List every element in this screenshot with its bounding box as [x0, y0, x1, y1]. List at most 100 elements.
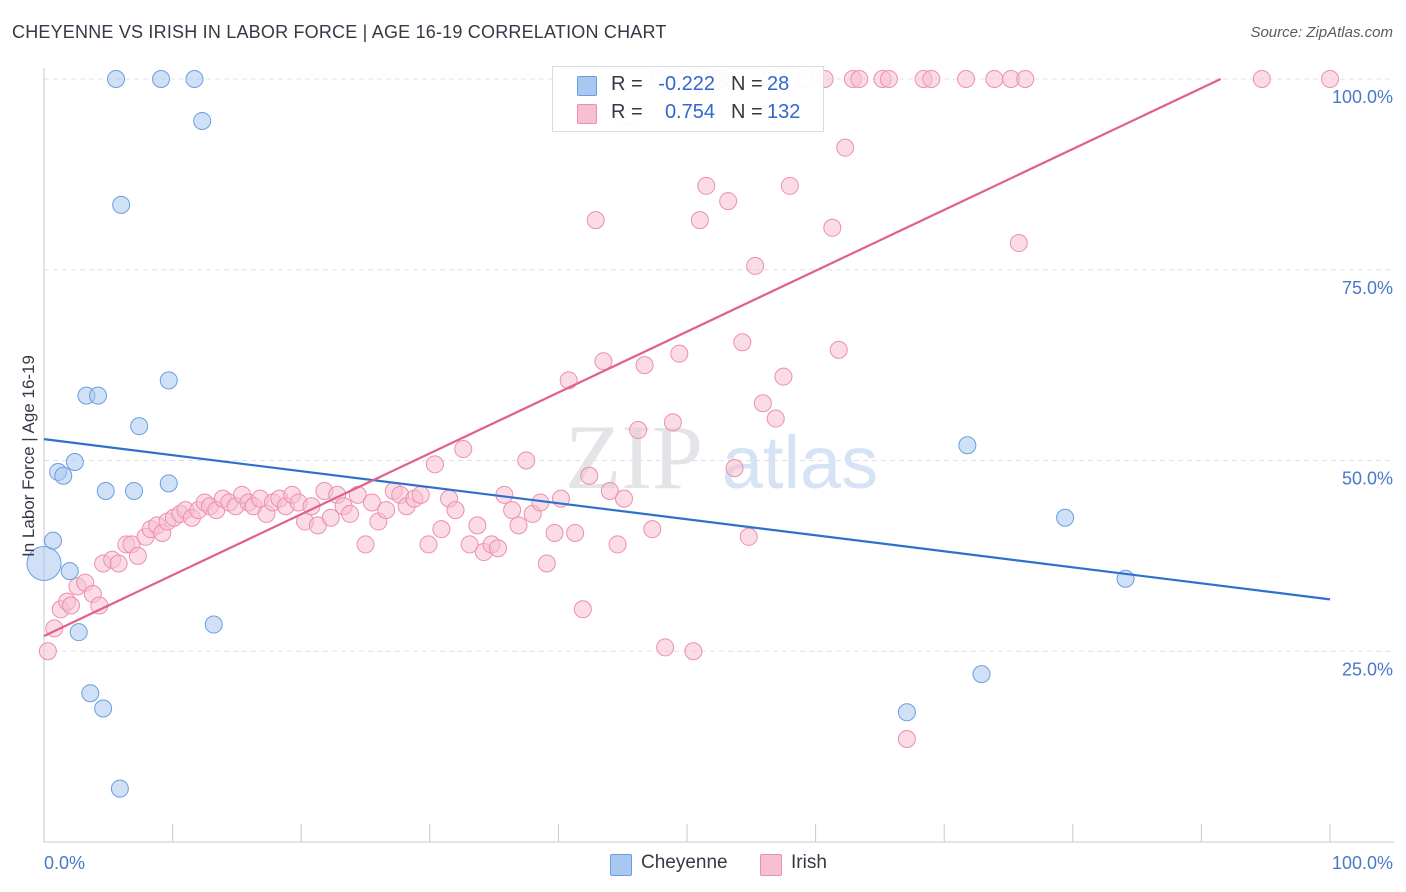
irish-point	[766, 409, 785, 428]
irish-point	[823, 218, 842, 237]
y-tick-label: 100.0%	[1332, 87, 1393, 107]
cheyenne-point	[107, 70, 126, 88]
cheyenne-point	[130, 417, 149, 436]
irish-point	[38, 642, 57, 661]
irish-point	[425, 455, 444, 474]
irish-point	[697, 176, 716, 195]
y-axis-title: In Labor Force | Age 16-19	[19, 355, 38, 557]
cheyenne-point	[152, 70, 171, 88]
irish-point	[594, 352, 613, 371]
irish-point	[780, 176, 799, 195]
legend-n-label: N =	[731, 101, 763, 123]
legend-row-cheyenne: R = -0.222 N = 28	[553, 72, 823, 100]
source-label: Source: ZipAtlas.com	[1250, 24, 1393, 41]
legend-row-irish: R = 0.754 N = 132	[553, 100, 823, 128]
y-tick-label: 75.0%	[1342, 278, 1393, 298]
x-tick-label-max: 100.0%	[1332, 853, 1393, 873]
irish-point	[614, 489, 633, 508]
cheyenne-point	[96, 482, 115, 501]
irish-point	[356, 535, 375, 554]
irish-point	[719, 192, 738, 211]
irish-point	[1321, 70, 1339, 88]
irish-point	[739, 527, 758, 546]
legend-r-label: R =	[611, 73, 643, 95]
irish-point	[600, 482, 619, 501]
irish-point	[128, 546, 147, 565]
legend-n-label: N =	[731, 73, 763, 95]
cheyenne-point	[159, 474, 178, 493]
irish-point	[1252, 70, 1271, 88]
legend-r-label: R =	[611, 101, 643, 123]
irish-point	[537, 554, 556, 573]
irish-point	[580, 466, 599, 485]
axes	[43, 68, 1394, 843]
irish-point	[559, 371, 578, 390]
irish-point	[635, 356, 654, 375]
irish-point	[829, 340, 848, 359]
legend-n-value: 132	[767, 101, 801, 123]
irish-point	[432, 520, 451, 539]
x-tick-label-min: 0.0%	[44, 853, 85, 873]
legend-r-value: -0.222	[658, 73, 715, 95]
irish-point	[643, 520, 662, 539]
irish-point	[1016, 70, 1035, 88]
irish-point	[566, 523, 585, 542]
irish-point	[446, 501, 465, 520]
cheyenne-point	[125, 482, 144, 501]
irish-point	[690, 211, 709, 230]
irish-point	[109, 554, 128, 573]
cheyenne-point	[81, 684, 100, 703]
cheyenne-point	[54, 466, 73, 485]
irish-point	[509, 516, 528, 535]
irish-legend-icon	[760, 854, 782, 876]
y-tick-labels: 25.0% 50.0% 75.0% 100.0%	[1332, 87, 1393, 679]
irish-point	[725, 459, 744, 478]
cheyenne-point	[159, 371, 178, 390]
irish-point	[488, 539, 507, 558]
irish-point	[608, 535, 627, 554]
irish-points	[38, 70, 1339, 748]
irish-point	[517, 451, 536, 470]
legend-r-value: 0.754	[664, 101, 715, 123]
cheyenne-point	[26, 546, 62, 582]
irish-point	[957, 70, 976, 88]
trend-lines	[43, 78, 1331, 637]
y-tick-label: 50.0%	[1342, 469, 1393, 489]
grid	[44, 78, 1394, 652]
irish-point	[362, 493, 381, 512]
irish-point	[897, 729, 916, 748]
irish-point	[629, 420, 648, 439]
irish-point	[573, 600, 592, 619]
cheyenne-point	[204, 615, 223, 634]
cheyenne-point	[112, 195, 131, 214]
cheyenne-point	[69, 623, 88, 642]
irish-point	[454, 440, 473, 459]
irish-point	[985, 70, 1004, 88]
irish-point	[545, 523, 564, 542]
cheyenne-point	[1056, 508, 1075, 527]
irish-point	[1009, 234, 1028, 253]
correlation-legend: R = -0.222 N = 28 R = 0.754 N = 132	[552, 66, 824, 132]
cheyenne-points	[26, 70, 1135, 798]
irish-point	[746, 256, 765, 275]
cheyenne-legend-label: Cheyenne	[641, 852, 728, 873]
irish-point	[419, 535, 438, 554]
cheyenne-point	[65, 453, 84, 472]
watermark-zip: ZIP	[565, 406, 703, 508]
cheyenne-point	[89, 386, 108, 405]
irish-point	[503, 501, 522, 520]
cheyenne-point	[44, 531, 63, 550]
irish-point	[753, 394, 772, 413]
cheyenne-point	[60, 562, 79, 581]
irish-point	[663, 413, 682, 432]
cheyenne-point	[193, 111, 212, 130]
irish-point	[586, 211, 605, 230]
irish-point	[670, 344, 689, 363]
irish-point	[684, 642, 703, 661]
chart-title: CHEYENNE VS IRISH IN LABOR FORCE | AGE 1…	[12, 22, 667, 42]
irish-point	[836, 138, 855, 157]
cheyenne-point	[958, 436, 977, 455]
cheyenne-point	[94, 699, 113, 718]
irish-point	[62, 596, 81, 615]
